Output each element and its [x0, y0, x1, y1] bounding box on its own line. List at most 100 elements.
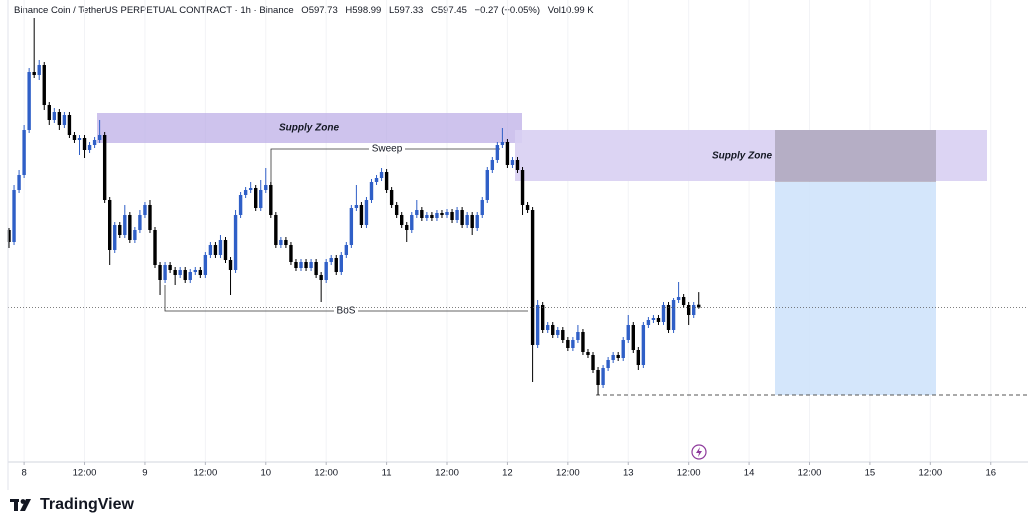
candle-body — [133, 230, 137, 240]
candle-body — [37, 65, 41, 75]
candle-body — [228, 260, 233, 270]
candle-body — [490, 160, 495, 170]
candle-body — [238, 195, 243, 215]
candle-body — [52, 112, 57, 120]
bos-line — [164, 285, 528, 312]
candle-body — [571, 340, 575, 348]
candle-body — [203, 255, 208, 275]
candle-body — [561, 330, 565, 340]
candle-body — [304, 262, 308, 268]
candle-body — [223, 240, 228, 260]
x-tick-label: 9 — [142, 468, 147, 479]
candle-body — [651, 318, 656, 320]
candle-body — [339, 255, 343, 272]
candle-body — [102, 135, 107, 200]
annotations: Supply Zone Supply Zone Sweep BoS — [97, 113, 1028, 460]
ohlc-value: 597.73 — [308, 5, 338, 16]
label-bg — [334, 305, 358, 317]
ohlc-high: H598.99 — [345, 5, 381, 16]
candle-body — [374, 178, 379, 182]
candle-body — [576, 332, 580, 340]
candle-body — [505, 142, 510, 165]
x-tick-label: 12:00 — [73, 468, 97, 479]
stop-area — [775, 130, 936, 182]
candle-body — [394, 205, 399, 215]
candle-body — [566, 340, 570, 348]
candle-body — [253, 188, 258, 208]
x-tick-label: 11 — [382, 468, 392, 479]
candle-body — [621, 340, 625, 358]
candle-body — [259, 190, 263, 208]
candle-body — [465, 215, 469, 225]
annotation-label: Supply Zone — [279, 123, 339, 134]
candle-body — [47, 105, 51, 120]
candle-body — [279, 240, 283, 245]
candle-body — [324, 262, 328, 280]
candle-body — [686, 305, 691, 315]
candle-body — [198, 270, 203, 275]
candle-body — [7, 230, 11, 242]
x-axis: 8 12:00 9 12:00 10 12:00 11 12:00 12 12:00 13 12:00… — [7, 0, 1028, 490]
candle-body — [636, 350, 641, 365]
x-tick-label: 12:00 — [556, 468, 580, 479]
supply-zone — [97, 113, 522, 143]
candle-body — [606, 360, 610, 368]
candle-body — [243, 190, 248, 195]
candle-body — [193, 270, 197, 272]
candle-body — [138, 215, 142, 230]
candle-body — [289, 245, 293, 262]
candle-body — [661, 305, 666, 322]
candle-body — [17, 175, 21, 190]
candle-body — [107, 200, 112, 250]
candle-body — [676, 297, 681, 300]
candle-body — [118, 225, 122, 235]
candle-body — [299, 262, 303, 268]
logo-part — [14, 499, 18, 511]
candle-body — [475, 215, 479, 228]
candle-body — [233, 215, 238, 270]
candle-body — [22, 130, 26, 175]
target-area — [775, 182, 936, 395]
ohlc-value: 597.33 — [394, 5, 424, 16]
x-tick-label: 14 — [744, 468, 755, 479]
candle-body — [515, 160, 520, 170]
candle-body — [435, 213, 439, 218]
candle-body — [218, 240, 223, 255]
candle-body — [274, 215, 278, 245]
candle-body — [500, 142, 505, 145]
candle-body — [97, 135, 102, 140]
candle-body — [445, 212, 449, 215]
candle-body — [596, 370, 600, 385]
candle-body — [626, 325, 630, 340]
x-tick-label: 12:00 — [798, 468, 822, 479]
candle-body — [535, 305, 540, 345]
candle-body — [173, 270, 177, 275]
candle-body — [12, 190, 16, 242]
candle-body — [294, 262, 298, 268]
candle-body — [425, 215, 429, 218]
candle-body — [62, 115, 67, 125]
candle-body — [616, 355, 620, 358]
x-tick-label: 12:00 — [677, 468, 701, 479]
candle-body — [551, 325, 555, 335]
candle-body — [525, 205, 530, 210]
candle-body — [349, 208, 354, 245]
ohlc-low: L597.33 — [389, 5, 423, 16]
ohlc-open: O597.73 — [301, 5, 337, 16]
candle-body — [530, 210, 535, 345]
candle-body — [415, 210, 419, 215]
candle-body — [430, 215, 434, 218]
candle-body — [178, 270, 182, 275]
x-tick-label: 8 — [21, 468, 26, 479]
candle-body — [359, 205, 364, 225]
candle-body — [143, 205, 147, 215]
x-tick-label: 10 — [260, 468, 271, 479]
branding: TradingView — [10, 496, 134, 514]
candle-body — [410, 215, 414, 230]
candle-body — [354, 205, 359, 208]
candle-body — [168, 265, 172, 270]
candle-body — [656, 318, 661, 322]
candle-body — [334, 258, 338, 272]
x-tick-label: 12:00 — [314, 468, 338, 479]
volume: Vol10.99 K — [547, 5, 594, 16]
